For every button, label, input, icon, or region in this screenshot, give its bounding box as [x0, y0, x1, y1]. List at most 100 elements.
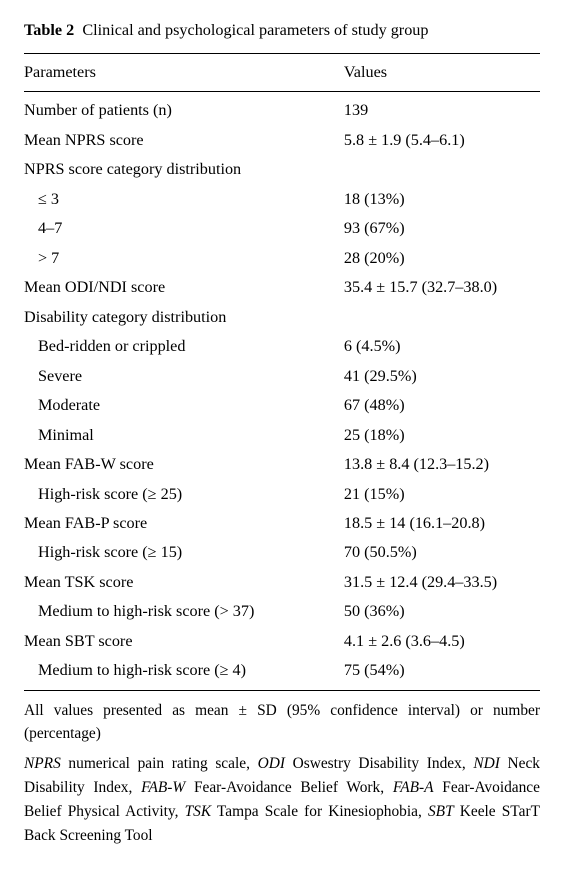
value-cell: 13.8 ± 8.4 (12.3–15.2)	[344, 450, 540, 479]
table-row: Medium to high-risk score (> 37) 50 (36%)	[24, 597, 540, 626]
param-text: Mean FAB-P score	[24, 514, 147, 532]
value-cell: 35.4 ± 15.7 (32.7–38.0)	[344, 273, 540, 302]
parameters-table: Parameters Values Number of patients (n)…	[24, 53, 540, 690]
param-cell: Minimal	[24, 420, 344, 449]
param-cell: Mean SBT score	[24, 627, 344, 656]
abbr-def: numerical pain rating scale	[61, 755, 246, 772]
value-cell: 6 (4.5%)	[344, 332, 540, 361]
param-text: Severe	[24, 364, 82, 389]
param-text: NPRS score category distribution	[24, 160, 241, 178]
abbr-term: SBT	[428, 803, 454, 820]
abbr-def: Tampa Scale for Kinesiophobia	[211, 803, 418, 820]
value-cell: 70 (50.5%)	[344, 538, 540, 567]
footnote-text: All values presented as mean ± SD (95% c…	[24, 699, 540, 747]
value-cell: 75 (54%)	[344, 656, 540, 690]
abbr-def: Oswestry Disability Index	[285, 755, 462, 772]
param-text: Bed-ridden or crippled	[24, 334, 185, 359]
value-cell: 18.5 ± 14 (16.1–20.8)	[344, 509, 540, 538]
table-row: Mean NPRS score 5.8 ± 1.9 (5.4–6.1)	[24, 126, 540, 155]
value-cell: 25 (18%)	[344, 420, 540, 449]
table-row: High-risk score (≥ 15) 70 (50.5%)	[24, 538, 540, 567]
param-text: High-risk score (≥ 25)	[24, 482, 182, 507]
param-text: Medium to high-risk score (> 37)	[24, 599, 254, 624]
table-row: ≤ 3 18 (13%)	[24, 184, 540, 213]
param-cell: Bed-ridden or crippled	[24, 332, 344, 361]
param-cell: NPRS score category distribution	[24, 155, 344, 184]
abbr-term: NPRS	[24, 755, 61, 772]
param-text: Mean SBT score	[24, 632, 133, 650]
param-text: Moderate	[24, 393, 100, 418]
value-cell: 5.8 ± 1.9 (5.4–6.1)	[344, 126, 540, 155]
table-row: Mean FAB-P score 18.5 ± 14 (16.1–20.8)	[24, 509, 540, 538]
table-row: High-risk score (≥ 25) 21 (15%)	[24, 479, 540, 508]
table-label: Table 2	[24, 21, 74, 39]
param-text: 4–7	[24, 216, 62, 241]
param-text: Disability category distribution	[24, 308, 226, 326]
param-cell: ≤ 3	[24, 184, 344, 213]
param-cell: Disability category distribution	[24, 302, 344, 331]
param-text: Minimal	[24, 423, 94, 448]
table-row: Mean TSK score 31.5 ± 12.4 (29.4–33.5)	[24, 568, 540, 597]
param-cell: Mean FAB-P score	[24, 509, 344, 538]
value-cell	[344, 155, 540, 184]
table-row: Mean ODI/NDI score 35.4 ± 15.7 (32.7–38.0…	[24, 273, 540, 302]
abbr-term: TSK	[185, 803, 212, 820]
table-caption: Table 2 Clinical and psychological param…	[24, 18, 540, 43]
param-cell: 4–7	[24, 214, 344, 243]
param-cell: Medium to high-risk score (> 37)	[24, 597, 344, 626]
value-cell: 50 (36%)	[344, 597, 540, 626]
abbr-term: ODI	[258, 755, 285, 772]
table-header-row: Parameters Values	[24, 54, 540, 92]
param-text: Mean FAB-W score	[24, 455, 154, 473]
table-row: 4–7 93 (67%)	[24, 214, 540, 243]
param-text: Number of patients (n)	[24, 101, 172, 119]
param-cell: High-risk score (≥ 15)	[24, 538, 344, 567]
table-row: Medium to high-risk score (≥ 4) 75 (54%)	[24, 656, 540, 690]
param-text: Mean TSK score	[24, 573, 133, 591]
param-cell: High-risk score (≥ 25)	[24, 479, 344, 508]
value-cell: 21 (15%)	[344, 479, 540, 508]
param-text: Mean NPRS score	[24, 131, 144, 149]
abbr-term: NDI	[473, 755, 500, 772]
param-text: ≤ 3	[24, 187, 59, 212]
table-caption-text: Clinical and psychological parameters of…	[82, 21, 428, 39]
value-cell: 4.1 ± 2.6 (3.6–4.5)	[344, 627, 540, 656]
abbr-term: FAB-A	[393, 779, 434, 796]
param-cell: Number of patients (n)	[24, 92, 344, 126]
value-cell: 28 (20%)	[344, 243, 540, 272]
header-values: Values	[344, 54, 540, 92]
param-cell: Mean TSK score	[24, 568, 344, 597]
table-row: NPRS score category distribution	[24, 155, 540, 184]
value-cell: 93 (67%)	[344, 214, 540, 243]
table-row: Bed-ridden or crippled 6 (4.5%)	[24, 332, 540, 361]
abbr-term: FAB-W	[141, 779, 185, 796]
table-row: Severe 41 (29.5%)	[24, 361, 540, 390]
param-cell: Medium to high-risk score (≥ 4)	[24, 656, 344, 690]
param-cell: Mean ODI/NDI score	[24, 273, 344, 302]
value-cell	[344, 302, 540, 331]
value-cell: 41 (29.5%)	[344, 361, 540, 390]
param-text: > 7	[24, 246, 59, 271]
header-parameters: Parameters	[24, 54, 344, 92]
param-text: Medium to high-risk score (≥ 4)	[24, 658, 246, 683]
abbreviations: NPRS numerical pain rating scale, ODI Os…	[24, 752, 540, 848]
param-cell: Severe	[24, 361, 344, 390]
abbr-def: Fear-Avoidance Belief Work	[185, 779, 380, 796]
value-cell: 139	[344, 92, 540, 126]
table-row: Number of patients (n) 139	[24, 92, 540, 126]
table-row: Disability category distribution	[24, 302, 540, 331]
footnotes: All values presented as mean ± SD (95% c…	[24, 699, 540, 848]
param-cell: > 7	[24, 243, 344, 272]
param-text: High-risk score (≥ 15)	[24, 540, 182, 565]
table-row: Moderate 67 (48%)	[24, 391, 540, 420]
value-cell: 31.5 ± 12.4 (29.4–33.5)	[344, 568, 540, 597]
table-row: > 7 28 (20%)	[24, 243, 540, 272]
value-cell: 67 (48%)	[344, 391, 540, 420]
table-row: Minimal 25 (18%)	[24, 420, 540, 449]
table-row: Mean SBT score 4.1 ± 2.6 (3.6–4.5)	[24, 627, 540, 656]
param-cell: Moderate	[24, 391, 344, 420]
table-row: Mean FAB-W score 13.8 ± 8.4 (12.3–15.2)	[24, 450, 540, 479]
param-text: Mean ODI/NDI score	[24, 278, 165, 296]
param-cell: Mean NPRS score	[24, 126, 344, 155]
value-cell: 18 (13%)	[344, 184, 540, 213]
